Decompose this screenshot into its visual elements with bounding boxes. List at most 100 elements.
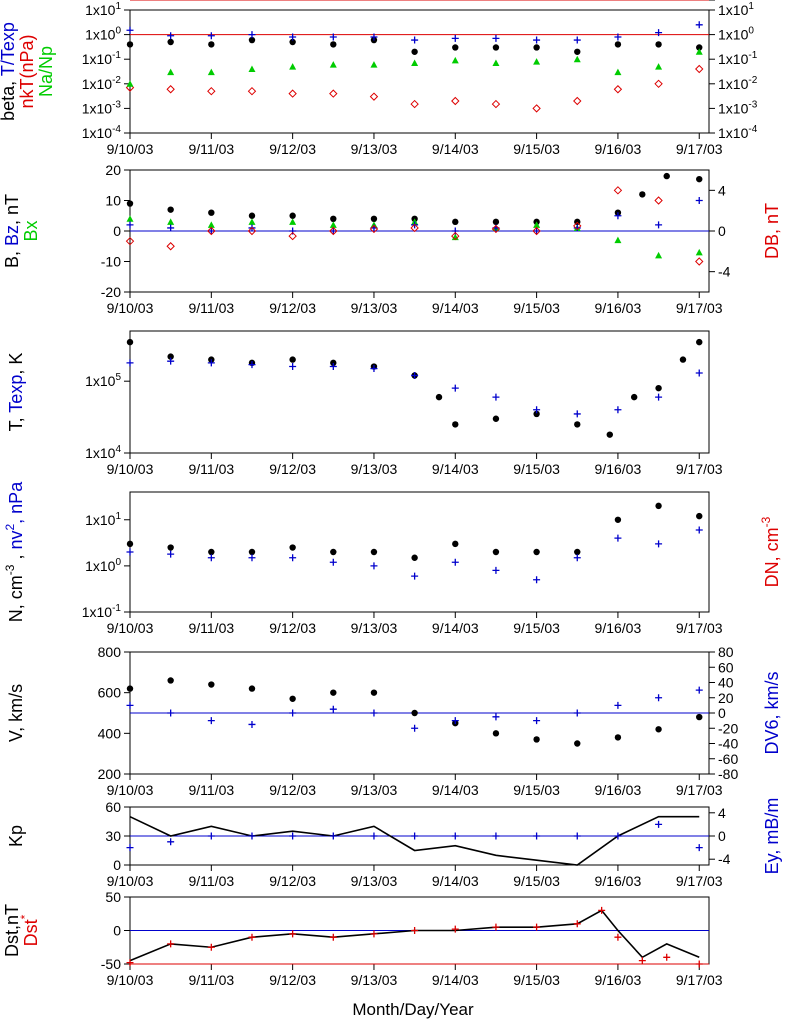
data-point [533,717,541,725]
data-point [598,906,606,914]
y-tick-label-right: -4 [718,264,731,280]
y-tick-label-right: -4 [718,851,731,867]
y-axis-label-right: DV6, km/s [762,671,782,754]
data-point [410,223,419,233]
y-tick-label: 1x10-2 [82,75,122,92]
data-point [166,242,175,251]
data-point [655,393,663,401]
data-point [452,218,459,226]
panel-2: -20 -10 0 10 20 -4 0 4 9/10/03 9/11/03 9/12/03 9/13… [2,162,782,316]
data-point [695,526,703,534]
data-point [533,548,540,556]
y-tick-label: 50 [105,889,121,905]
x-tick-label: 9/17/03 [676,782,723,798]
y-tick-label-right: 0 [718,828,726,844]
data-point [630,393,638,401]
y-tick-label-right: 1x10-2 [718,75,758,92]
data-point [695,844,703,852]
data-point [451,717,459,725]
y-tick-label: 1x104 [85,444,121,461]
data-point [289,695,296,702]
data-point [695,686,703,694]
data-point [574,740,581,747]
data-point [574,421,581,428]
y-tick-label-right: -40 [718,736,738,752]
data-point [166,85,175,94]
data-point [167,32,175,40]
data-point [695,64,704,74]
data-point [655,29,663,37]
x-tick-label: 9/12/03 [269,873,316,889]
y-tick-label: 800 [98,644,122,660]
data-point [370,832,378,840]
x-tick-label: 9/11/03 [188,873,234,889]
data-point [167,224,175,232]
data-point [289,356,296,363]
data-point [167,353,174,360]
data-point [695,960,703,968]
data-point [451,384,459,392]
y-tick-label: 600 [98,685,122,701]
y-tick-label: 20 [105,162,121,178]
plot-frame [129,491,710,613]
data-point [613,186,623,195]
data-point [655,502,662,510]
x-tick-label: 9/12/03 [269,141,316,157]
data-point [330,359,337,367]
data-point [491,224,501,234]
x-tick-label: 9/17/03 [676,141,723,157]
y-tick-label: 0 [113,857,121,873]
data-point [492,832,500,840]
data-point [451,56,459,64]
data-point [411,832,419,840]
x-tick-label: 9/16/03 [595,972,642,988]
data-point [248,361,256,369]
data-point [167,206,174,213]
data-point [370,61,378,68]
data-point [492,566,500,574]
x-tick-label: 9/12/03 [269,620,316,636]
data-point [207,32,215,40]
y-axis-label-right: DB, nT [762,203,782,259]
data-point [679,356,687,363]
x-tick-label: 9/11/03 [188,782,234,798]
data-point [451,558,459,566]
data-point [167,357,175,365]
y-tick-label: -20 [101,284,121,300]
y-axis-label-2: Dst* [18,914,41,946]
data-point [126,844,134,852]
y-tick-label: 1x100 [85,26,121,43]
data-point [452,540,459,548]
data-point [329,226,338,236]
data-point [614,933,622,941]
data-point [655,63,663,70]
data-point [288,89,297,98]
x-tick-label: 9/15/03 [513,972,560,988]
data-point [411,572,419,580]
data-point [329,33,337,41]
y-tick-label-right: 1x100 [718,26,754,43]
data-point [614,41,622,48]
data-point [613,85,623,94]
data-point [289,930,297,938]
x-tick-label: 9/10/03 [107,300,154,316]
data-point [126,41,134,48]
x-tick-label: 9/13/03 [351,873,398,889]
y-tick-label-right: 0 [718,705,726,721]
data-point [329,933,337,941]
data-point [614,701,622,709]
y-axis-label-right: DN, cm-3 [759,516,782,587]
data-point [126,80,134,87]
y-tick-label: 200 [98,766,122,782]
data-point [126,540,134,548]
y-tick-label-right: 1x10-4 [718,124,758,141]
y-axis-label-2: nkT(nPa) [17,34,37,108]
data-point [330,215,337,222]
data-point [289,218,297,225]
x-tick-label: 9/10/03 [107,620,154,636]
x-tick-label: 9/15/03 [513,620,560,636]
data-point [533,406,541,414]
data-point [411,554,418,561]
data-point [573,832,581,840]
